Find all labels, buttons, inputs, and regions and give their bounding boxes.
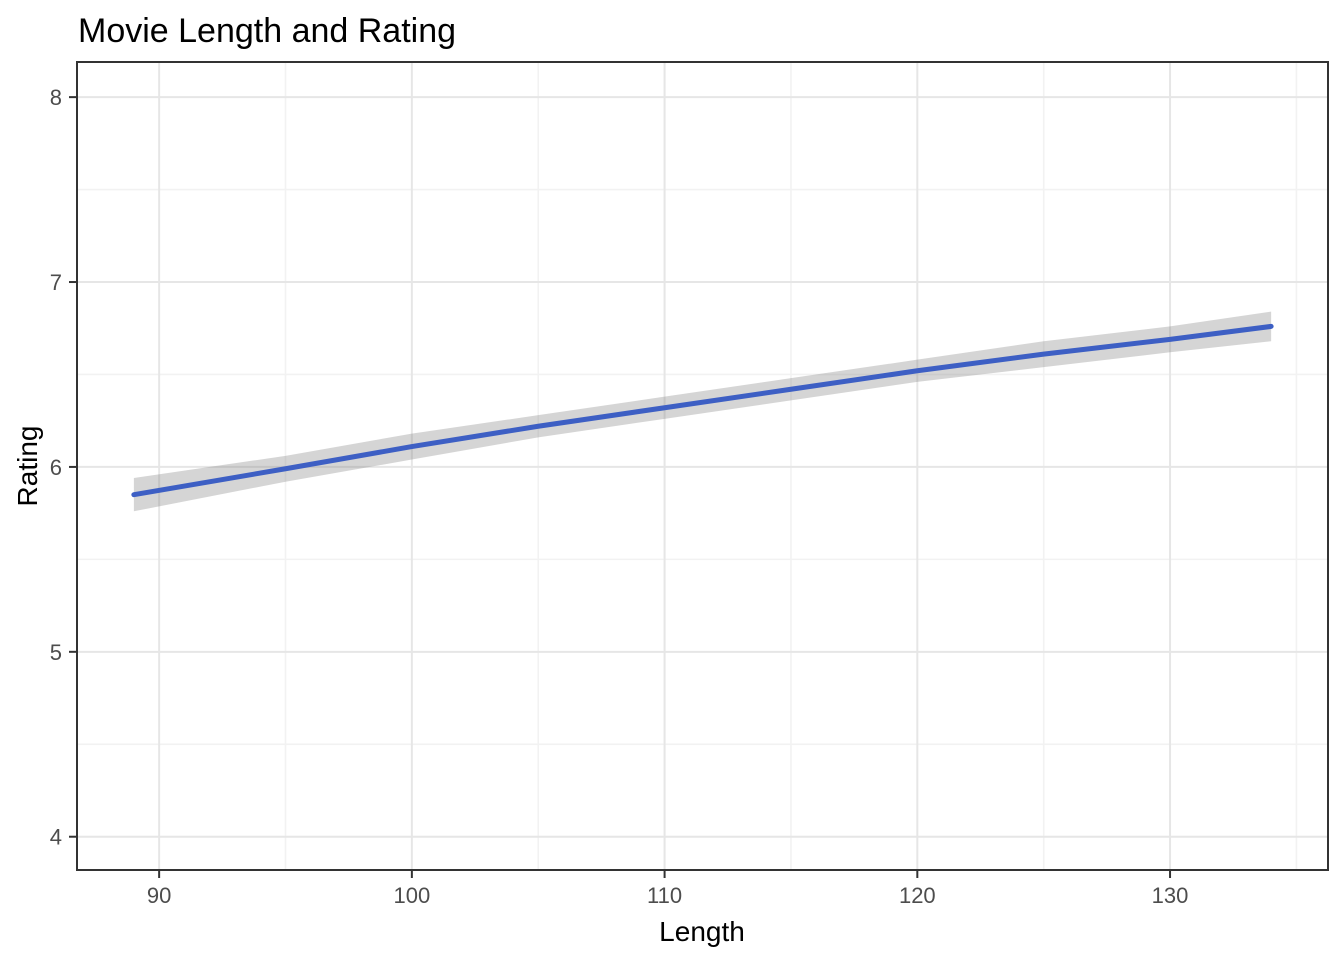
chart-title: Movie Length and Rating <box>78 12 456 50</box>
y-tick-label: 4 <box>50 825 62 850</box>
x-tick-label: 90 <box>147 883 171 908</box>
x-tick-label: 120 <box>899 883 936 908</box>
x-axis-title: Length <box>659 916 745 947</box>
x-tick-label: 130 <box>1152 883 1189 908</box>
y-tick-label: 5 <box>50 640 62 665</box>
y-tick-label: 7 <box>50 270 62 295</box>
smooth-line <box>131 323 1274 498</box>
y-axis-title: Rating <box>12 426 43 507</box>
x-tick-label: 100 <box>394 883 431 908</box>
y-tick-label: 8 <box>50 85 62 110</box>
plot-panel: 90 100 110 120 130 4 5 6 7 8 <box>50 61 1329 908</box>
x-tick-label: 110 <box>647 883 682 908</box>
y-tick-label: 6 <box>50 455 62 480</box>
